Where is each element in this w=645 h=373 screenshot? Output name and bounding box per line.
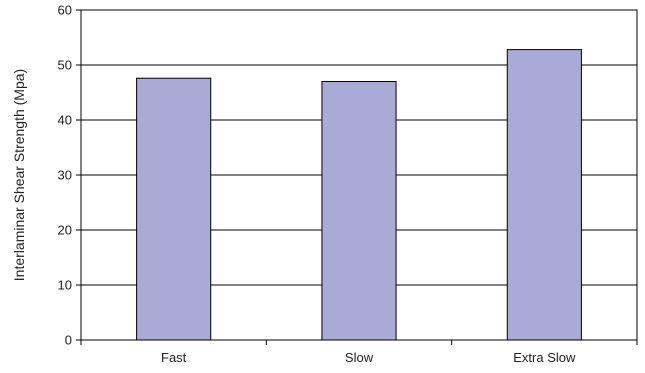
y-tick-label: 40	[58, 113, 72, 128]
bar-extra-slow	[506, 49, 582, 341]
bar-slow	[321, 81, 397, 341]
x-tick-label: Extra Slow	[513, 350, 576, 365]
x-tick-labels: Fast Slow Extra Slow	[161, 350, 576, 365]
bars	[136, 49, 582, 341]
y-tick-label: 30	[58, 168, 72, 183]
x-tick-label: Slow	[345, 350, 374, 365]
axes	[76, 9, 638, 345]
plot-area-border	[80, 9, 638, 341]
y-tick-label: 50	[58, 58, 72, 73]
y-axis-label: Interlaminar Shear Strength (Mpa)	[11, 69, 27, 281]
y-tick-labels: 0 10 20 30 40 50 60	[58, 3, 72, 348]
y-tick-label: 60	[58, 3, 72, 18]
y-tick-label: 0	[65, 333, 72, 348]
y-tick-label: 20	[58, 223, 72, 238]
y-tick-label: 10	[58, 278, 72, 293]
x-tick-label: Fast	[161, 350, 187, 365]
bar-fast	[136, 77, 212, 341]
